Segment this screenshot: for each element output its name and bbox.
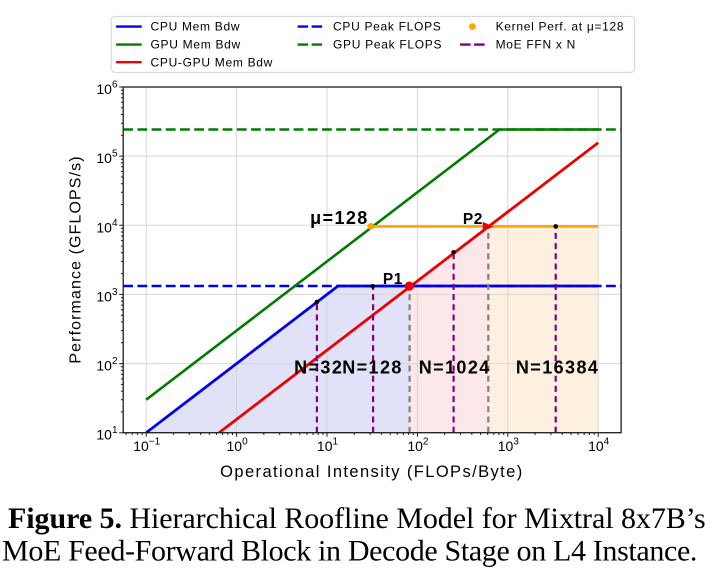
svg-text:MoE Feed-Forward Block in Deco: MoE Feed-Forward Block in Decode Stage o… <box>2 535 697 568</box>
svg-text:P1: P1 <box>383 271 403 288</box>
svg-text:Operational Intensity (FLOPs/B: Operational Intensity (FLOPs/Byte) <box>220 463 523 481</box>
svg-text:N=1024: N=1024 <box>419 358 491 378</box>
svg-text:GPU Mem Bdw: GPU Mem Bdw <box>151 38 241 52</box>
svg-text:Figure 5. Hierarchical Rooflin: Figure 5. Hierarchical Roofline Model fo… <box>8 502 706 535</box>
svg-text:GPU Peak FLOPS: GPU Peak FLOPS <box>333 38 442 52</box>
svg-text:CPU-GPU Mem Bdw: CPU-GPU Mem Bdw <box>151 55 274 69</box>
svg-text:N=16384: N=16384 <box>516 358 599 378</box>
svg-text:MoE FFN x N: MoE FFN x N <box>496 38 576 52</box>
svg-text:P2: P2 <box>463 211 483 228</box>
svg-text:μ=128: μ=128 <box>310 208 369 228</box>
svg-text:Performance (GFLOPS/s): Performance (GFLOPS/s) <box>68 155 85 363</box>
svg-text:Kernel Perf. at μ=128: Kernel Perf. at μ=128 <box>496 20 625 34</box>
svg-text:N=32: N=32 <box>294 358 343 378</box>
svg-text:CPU Peak FLOPS: CPU Peak FLOPS <box>333 20 442 34</box>
svg-text:CPU Mem Bdw: CPU Mem Bdw <box>151 20 241 34</box>
svg-text:N=128: N=128 <box>342 358 403 378</box>
